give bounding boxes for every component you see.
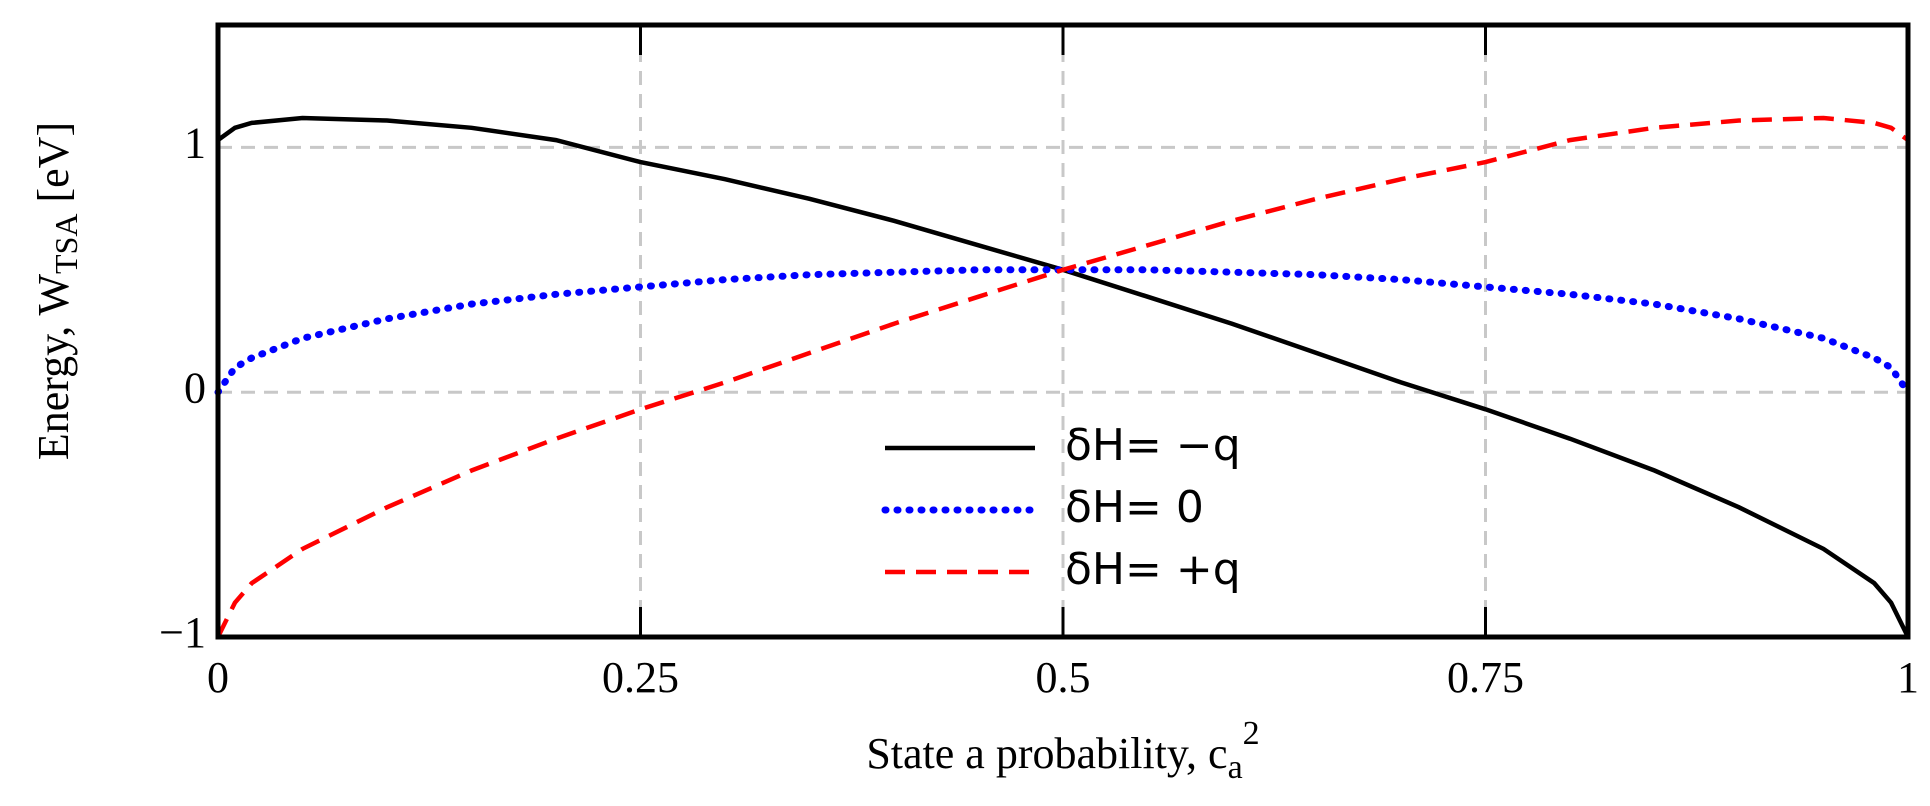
x-axis-label-sup: 2 (1243, 715, 1260, 752)
legend-label: δH= +q (1065, 544, 1241, 595)
legend-label: δH= 0 (1065, 482, 1204, 533)
x-tick-label: 0.5 (1036, 653, 1091, 702)
y-tick-label: −1 (159, 608, 206, 657)
legend-label: δH= −q (1065, 420, 1241, 471)
x-axis-label-part: State a probability, c (866, 729, 1227, 778)
y-axis-label: Energy, WTSA [eV] (29, 122, 84, 460)
x-axis-label: State a probability, ca2 (866, 715, 1259, 786)
y-tick-label: 0 (184, 363, 206, 412)
y-tick-label: 1 (184, 118, 206, 167)
series-line (214, 266, 1912, 396)
plot-frame (215, 22, 1911, 640)
x-tick-label: 1 (1897, 653, 1919, 702)
y-axis-label-part: Energy, W (29, 273, 78, 460)
x-tick-label: 0.25 (602, 653, 679, 702)
x-tick-label: 0 (207, 653, 229, 702)
x-axis-label-sub: a (1228, 749, 1243, 786)
y-axis-label-sub: TSA (48, 214, 84, 274)
y-axis-label-part: [eV] (29, 122, 78, 214)
series-line (215, 115, 1910, 638)
x-tick-label: 0.75 (1447, 653, 1524, 702)
